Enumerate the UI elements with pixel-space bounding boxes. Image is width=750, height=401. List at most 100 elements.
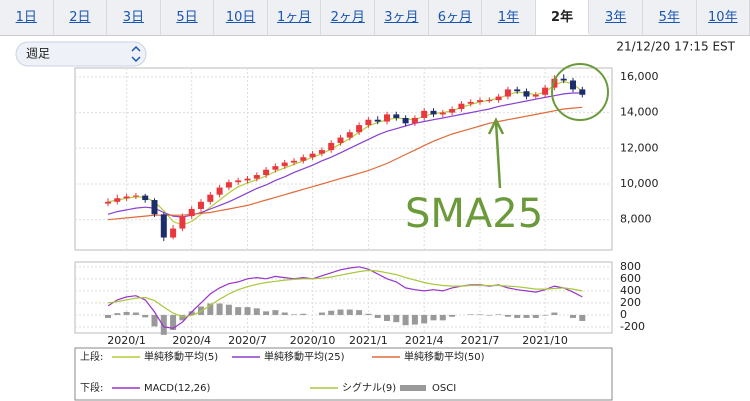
x-tick-label: 2021/7 — [461, 334, 500, 347]
main-plot-frame — [74, 67, 613, 251]
candle-body — [495, 96, 502, 101]
macd-line — [107, 269, 583, 318]
macd-line — [107, 266, 583, 329]
candle-body — [253, 175, 260, 179]
osci-bar — [411, 314, 418, 325]
candle-body — [328, 142, 335, 151]
period-tab[interactable]: 1ヶ月 — [268, 0, 322, 35]
osci-bar — [263, 311, 270, 315]
candle-body — [244, 178, 251, 181]
osci-bar — [551, 312, 558, 315]
candle-body — [263, 169, 270, 176]
candle-body — [579, 89, 586, 95]
osci-bar — [123, 311, 130, 315]
candle-body — [235, 180, 242, 183]
osci-bar — [579, 314, 586, 321]
y-tick-label: -200 — [620, 320, 645, 333]
legend-swatch — [400, 385, 426, 391]
osci-bar — [207, 303, 214, 315]
osci-bar — [384, 314, 390, 321]
y-tick-label: 0 — [620, 308, 627, 321]
candle-body — [477, 100, 483, 102]
candle-body — [318, 150, 325, 154]
osci-bar — [467, 314, 474, 315]
candle-body — [132, 195, 139, 197]
period-tabs: 1日 2日 3日 5日 10日 1ヶ月 2ヶ月 3ヶ月 6ヶ月 1年 2年 3年 5年 10年 — [0, 0, 750, 36]
y-tick-label: 10,000 — [620, 177, 659, 190]
y-tick-label: 200 — [620, 296, 641, 309]
candle-body — [151, 200, 158, 215]
sma-line — [107, 92, 583, 218]
sma-line — [107, 106, 583, 221]
osci-bar — [105, 314, 111, 318]
osci-bar — [328, 310, 335, 315]
osci-bar — [225, 304, 232, 315]
period-tab[interactable]: 5年 — [643, 0, 697, 35]
osci-bar — [272, 310, 279, 315]
candle-body — [523, 91, 530, 97]
osci-bar — [170, 314, 177, 330]
candle-body — [393, 114, 400, 118]
candle-body — [421, 110, 428, 118]
candle-body — [570, 80, 576, 90]
legend-label: 単純移動平均(5) — [144, 350, 218, 363]
osci-bar — [449, 314, 456, 317]
period-tab[interactable]: 10日 — [214, 0, 268, 35]
period-tab[interactable]: 1年 — [482, 0, 536, 35]
osci-bar — [374, 314, 381, 318]
candle-body — [123, 196, 130, 199]
candle-body — [356, 125, 363, 133]
candle-body — [411, 117, 418, 124]
period-tab[interactable]: 2日 — [54, 0, 108, 35]
candle-body — [272, 166, 279, 170]
x-tick-label: 2020/7 — [228, 334, 267, 347]
period-tab[interactable]: 2年 — [535, 0, 590, 35]
period-tab[interactable]: 5日 — [161, 0, 215, 35]
x-tick-label: 2020/4 — [172, 334, 211, 347]
osci-bar — [318, 312, 325, 315]
period-tab[interactable]: 3日 — [107, 0, 161, 35]
candle-body — [216, 187, 223, 195]
osci-bar — [523, 314, 530, 318]
x-tick-label: 2020/10 — [290, 334, 336, 347]
candle-body — [486, 100, 493, 102]
annotation-text: SMA25 — [405, 191, 543, 237]
candle-body — [114, 198, 121, 202]
period-tab[interactable]: 3年 — [589, 0, 643, 35]
candle-body — [430, 110, 437, 115]
osci-bar — [486, 314, 493, 316]
legend-title: 下段: — [80, 381, 103, 394]
legend-title: 上段: — [80, 350, 103, 363]
osci-bar — [365, 313, 372, 315]
candle-body — [560, 78, 567, 81]
osci-bar — [132, 312, 139, 315]
osci-bar — [477, 314, 483, 315]
candle-body — [449, 109, 456, 113]
osci-bar — [179, 314, 186, 321]
period-tab[interactable]: 1日 — [0, 0, 54, 35]
osci-bar — [235, 307, 242, 315]
osci-bar — [430, 314, 437, 321]
candle-body — [291, 160, 297, 163]
period-tab[interactable]: 2ヶ月 — [321, 0, 376, 35]
candle-body — [402, 117, 409, 124]
y-tick-label: 14,000 — [620, 106, 659, 119]
y-tick-label: 8,000 — [620, 213, 652, 226]
period-tab[interactable]: 3ヶ月 — [375, 0, 429, 35]
candle-body — [514, 89, 521, 92]
period-select[interactable] — [15, 41, 147, 67]
osci-bar — [253, 308, 260, 315]
period-tab[interactable]: 6ヶ月 — [429, 0, 483, 35]
select-icon — [131, 45, 141, 63]
period-select-label: 週足 — [26, 47, 50, 61]
osci-bar — [346, 309, 353, 315]
x-tick-label: 2020/1 — [107, 334, 146, 347]
osci-bar — [114, 313, 121, 315]
y-tick-label: 600 — [620, 272, 641, 285]
osci-bar — [188, 311, 195, 315]
legend-label: 単純移動平均(50) — [404, 350, 485, 363]
legend-label: MACD(12,26) — [144, 383, 211, 394]
legend-box — [74, 347, 613, 401]
osci-bar — [421, 314, 428, 324]
